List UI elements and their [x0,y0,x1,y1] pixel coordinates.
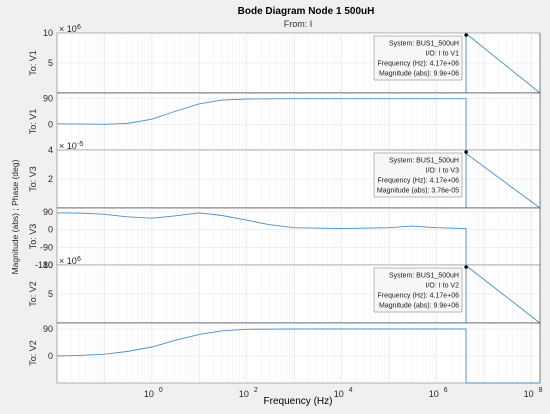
panel-5: 10 5 × 10 6 To: V2 System: BUS1_500uH I/O: I t… [28,256,541,324]
row-label: To: V2 [28,340,38,366]
exponent-value: 6 [77,24,81,31]
datatip-frequency: Frequency (Hz): 4.17e+06 [377,293,459,300]
datatip-marker[interactable] [464,265,468,269]
x-tick-exponent: 8 [539,387,543,394]
panel-3: 4 2 × 10 -5 To: V3 System: BUS1_500uH I/O: I t… [28,141,541,209]
y-tick-label: 10 [43,260,53,270]
x-tick-label: 10 [239,389,249,399]
datatip-system: System: BUS1_500uH [389,41,459,48]
panel-6: 90 0 To: V2 [28,322,541,384]
series-line [56,328,540,384]
exponent-label: × 10 [59,256,77,266]
series-line [56,98,540,151]
x-tick-exponent: 0 [159,387,163,394]
datatip-system: System: BUS1_500uH [389,273,459,280]
datatip-box[interactable] [373,152,463,198]
y-tick-label: 10 [43,28,53,38]
datatip-io: I/O: I to V2 [426,283,460,290]
exponent-label: × 10 [59,141,77,151]
row-label: To: V2 [28,281,38,307]
y-axis-label: Magnitude (abs) ; Phase (deg) [10,159,20,274]
y-tick-label: 4 [48,145,53,155]
datatip-system: System: BUS1_500uH [389,158,459,165]
exponent-value: 6 [77,256,81,263]
y-tick-label: 0 [48,351,53,361]
exponent-label: × 10 [59,24,77,34]
panel-2: 90 0 To: V1 [28,92,541,151]
row-label: To: V3 [28,166,38,192]
y-tick-label: -180 [35,260,53,270]
x-tick-label: 10 [524,389,534,399]
panel-4: 90 0 -90 -180 To: V3 [28,207,541,270]
y-tick-label: 0 [48,225,53,235]
row-label: To: V1 [28,50,38,76]
y-tick-label: 90 [43,207,53,217]
datatip-marker[interactable] [464,33,468,37]
datatip-value: Magnitude (abs): 9.9e+06 [379,71,459,78]
x-tick-label: 10 [429,389,439,399]
datatip-io: I/O: I to V1 [426,51,460,58]
plot-area [56,92,541,151]
plot-area [56,322,541,384]
row-label: To: V1 [28,109,38,135]
x-tick-exponent: 4 [349,387,353,394]
datatip-frequency: Frequency (Hz): 4.17e+06 [377,178,459,185]
x-tick-exponent: 2 [254,387,258,394]
chart-title: Bode Diagram Node 1 500uH [238,6,375,17]
datatip-frequency: Frequency (Hz): 4.17e+06 [377,61,459,68]
datatip-value: Magnitude (abs): 9.9e+06 [379,303,459,310]
y-tick-label: -90 [40,242,53,252]
row-label: To: V3 [28,224,38,250]
y-tick-label: 2 [48,174,53,184]
x-tick-label: 10 [334,389,344,399]
chart-subtitle: From: I [284,19,313,29]
datatip-box[interactable] [373,35,463,81]
series-line [56,212,540,266]
y-tick-label: 5 [48,289,53,299]
y-tick-label: 0 [48,119,53,129]
panel-1: 10 5 × 10 6 To: V1 System: BUS1_500uH I/O: I t… [28,24,541,94]
x-tick-label: 10 [144,389,154,399]
y-tick-label: 90 [43,94,53,104]
datatip-value: Magnitude (abs): 3.76e-05 [377,188,459,195]
datatip-io: I/O: I to V3 [426,168,460,175]
datatip-marker[interactable] [464,150,468,154]
datatip-box[interactable] [373,267,463,313]
y-tick-label: 5 [48,58,53,68]
x-tick-exponent: 6 [444,387,448,394]
exponent-value: -5 [77,141,83,148]
y-tick-label: 90 [43,324,53,334]
x-axis-label: Frequency (Hz) [264,396,333,407]
